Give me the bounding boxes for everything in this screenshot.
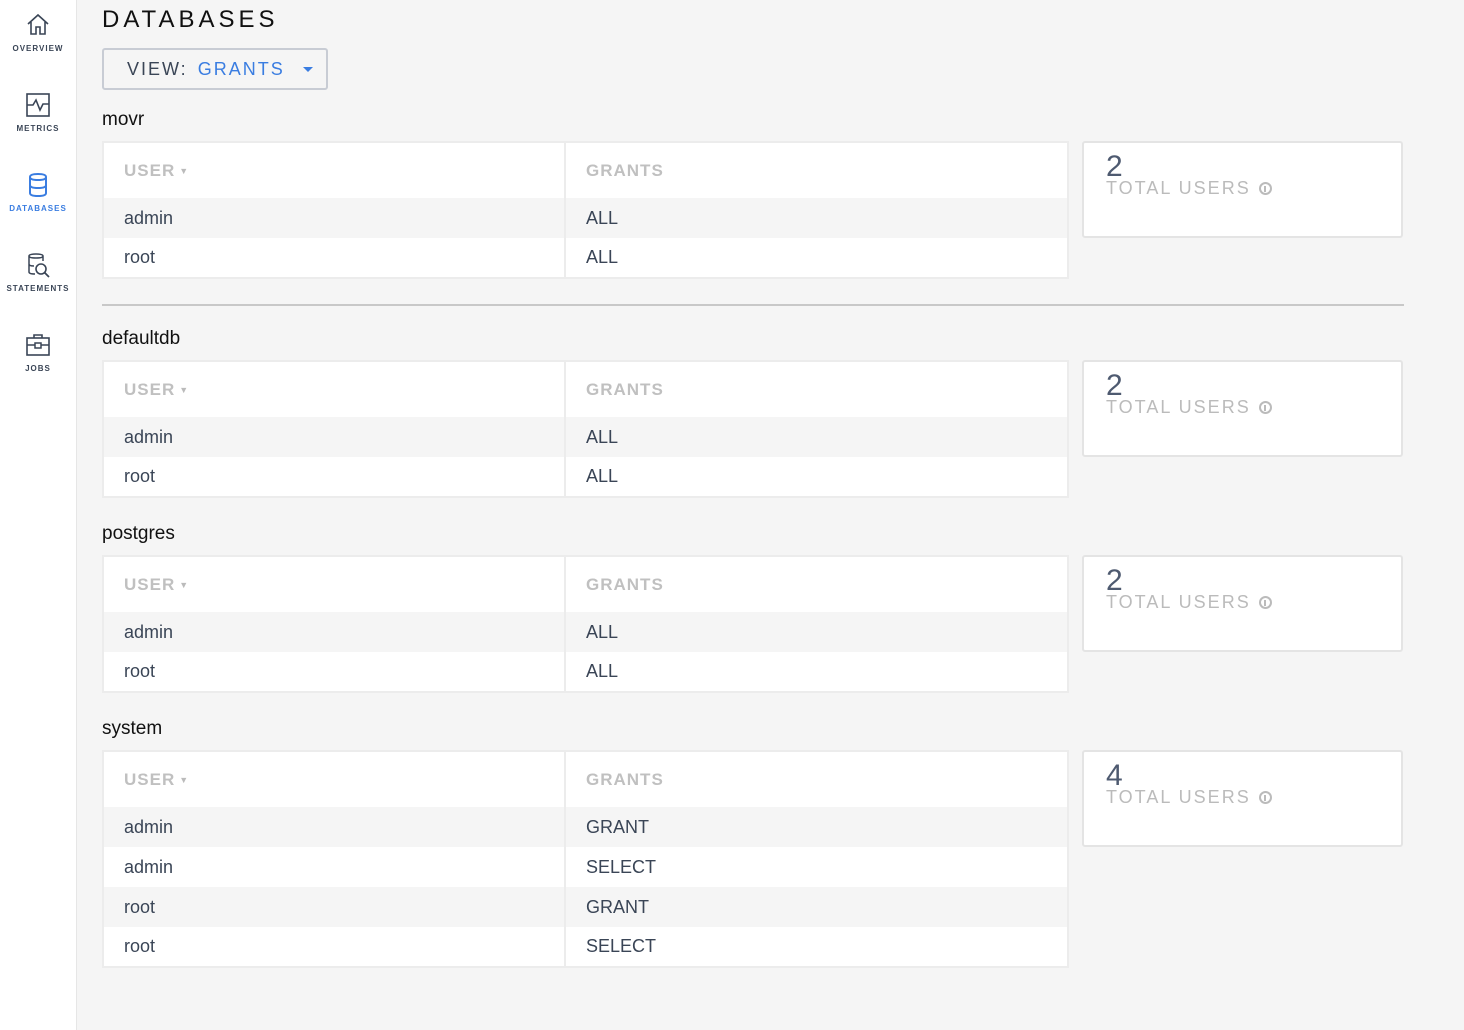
user-cell: root (103, 238, 566, 278)
database-name: system (102, 718, 163, 739)
database-name: movr (102, 109, 145, 130)
grant-cell: ALL (565, 417, 1068, 457)
grant-cell: ALL (586, 247, 619, 267)
user-cell: root (103, 652, 566, 692)
page-title: DATABASES (102, 6, 279, 33)
table-row: root SELECT (103, 927, 1068, 967)
sidebar-item-overview[interactable]: OVERVIEW (0, 12, 76, 53)
total-users-label: TOTAL USERS (1106, 178, 1251, 198)
total-users-count: 2 (1106, 150, 1123, 183)
view-value: GRANTS (197, 58, 285, 79)
user-cell: root (103, 927, 566, 967)
view-label: VIEW: (127, 58, 188, 79)
info-icon[interactable] (1258, 596, 1272, 609)
sort-caret-icon: ▼ (179, 385, 190, 396)
grant-cell: ALL (565, 612, 1068, 652)
sidebar-item-label: DATABASES (9, 204, 67, 213)
total-users-count: 2 (1106, 369, 1123, 402)
user-header-label: USER (124, 379, 176, 399)
grant-cell: ALL (586, 466, 619, 486)
grant-cell: GRANT (565, 887, 1068, 927)
database-name: defaultdb (102, 328, 181, 349)
total-users-card: 2 TOTAL USERS (1082, 360, 1403, 457)
grants-table: USER ▼ GRANTS admin ALL root ALL (102, 141, 1069, 279)
metrics-icon (26, 93, 50, 117)
grant-cell: GRANT (565, 807, 1068, 847)
database-section: postgres USER ▼ GRANTS admin ALL root ALL 2 … (102, 523, 1404, 693)
total-users-label: TOTAL USERS (1106, 397, 1251, 417)
table-row: admin ALL (103, 417, 1068, 457)
database-icon (29, 172, 47, 198)
table-row: admin SELECT (103, 847, 1068, 887)
total-users-card: 2 TOTAL USERS (1082, 555, 1403, 652)
user-cell: admin (103, 198, 566, 238)
user-cell: root (103, 457, 566, 497)
grants-column-header: GRANTS (586, 769, 664, 789)
grants-column-header: GRANTS (586, 160, 664, 180)
user-column-header[interactable]: USER ▼ (103, 361, 566, 417)
table-row: admin GRANT (103, 807, 1068, 847)
table-row: admin ALL (103, 198, 1068, 238)
grant-cell: ALL (586, 661, 619, 681)
sidebar-item-statements[interactable]: STATEMENTS (0, 252, 76, 293)
user-cell: admin (103, 612, 566, 652)
total-users-card: 2 TOTAL USERS (1082, 141, 1403, 238)
table-row: root ALL (103, 652, 1068, 692)
sidebar-item-label: OVERVIEW (12, 44, 64, 53)
user-header-label: USER (124, 574, 176, 594)
total-users-card: 4 TOTAL USERS (1082, 750, 1403, 847)
total-users-count: 4 (1106, 759, 1123, 792)
total-users-count: 2 (1106, 564, 1123, 597)
user-header-label: USER (124, 769, 176, 789)
user-cell: admin (103, 847, 566, 887)
total-users-label: TOTAL USERS (1106, 592, 1251, 612)
info-icon[interactable] (1258, 791, 1272, 804)
table-row: root GRANT (103, 887, 1068, 927)
grant-cell: ALL (565, 198, 1068, 238)
sidebar-item-label: METRICS (16, 124, 60, 133)
database-list: movr USER ▼ GRANTS admin ALL root ALL 2 TOTA… (102, 109, 1404, 993)
sidebar-item-label: STATEMENTS (6, 284, 70, 293)
grants-table: USER ▼ GRANTS admin ALL root ALL (102, 360, 1069, 498)
caret-down-icon (302, 66, 313, 72)
jobs-icon (26, 334, 50, 356)
table-row: root ALL (103, 238, 1068, 278)
grants-column-header: GRANTS (586, 574, 664, 594)
sidebar: OVERVIEW METRICS DATABASES STATEMENTS JO… (0, 0, 77, 1030)
grants-table: USER ▼ GRANTS admin ALL root ALL (102, 555, 1069, 693)
database-section: movr USER ▼ GRANTS admin ALL root ALL 2 TOTA… (102, 109, 1404, 306)
sidebar-item-databases[interactable]: DATABASES (0, 172, 76, 213)
info-icon[interactable] (1258, 182, 1272, 195)
statements-icon (28, 253, 50, 278)
total-users-label: TOTAL USERS (1106, 787, 1251, 807)
view-dropdown[interactable]: VIEW: GRANTS (102, 48, 328, 90)
user-cell: admin (103, 807, 566, 847)
table-row: admin ALL (103, 612, 1068, 652)
grants-table: USER ▼ GRANTS admin GRANT admin SELECT root GR… (102, 750, 1069, 968)
user-header-label: USER (124, 160, 176, 180)
user-column-header[interactable]: USER ▼ (103, 751, 566, 807)
sort-caret-icon: ▼ (179, 580, 190, 591)
database-name: postgres (102, 523, 175, 544)
user-column-header[interactable]: USER ▼ (103, 556, 566, 612)
sidebar-item-metrics[interactable]: METRICS (0, 92, 76, 133)
grants-column-header: GRANTS (586, 379, 664, 399)
database-section: defaultdb USER ▼ GRANTS admin ALL root ALL 2… (102, 328, 1404, 498)
grant-cell: SELECT (586, 856, 657, 877)
grant-cell: SELECT (586, 936, 657, 956)
database-section: system USER ▼ GRANTS admin GRANT admin SELEC… (102, 718, 1404, 968)
user-column-header[interactable]: USER ▼ (103, 142, 566, 198)
user-cell: root (103, 887, 566, 927)
info-icon[interactable] (1258, 401, 1272, 414)
sort-caret-icon: ▼ (179, 166, 190, 177)
section-divider (102, 304, 1404, 306)
sidebar-item-label: JOBS (25, 364, 51, 373)
sort-caret-icon: ▼ (179, 775, 190, 786)
home-icon (27, 13, 49, 35)
sidebar-item-jobs[interactable]: JOBS (0, 332, 76, 373)
user-cell: admin (103, 417, 566, 457)
table-row: root ALL (103, 457, 1068, 497)
